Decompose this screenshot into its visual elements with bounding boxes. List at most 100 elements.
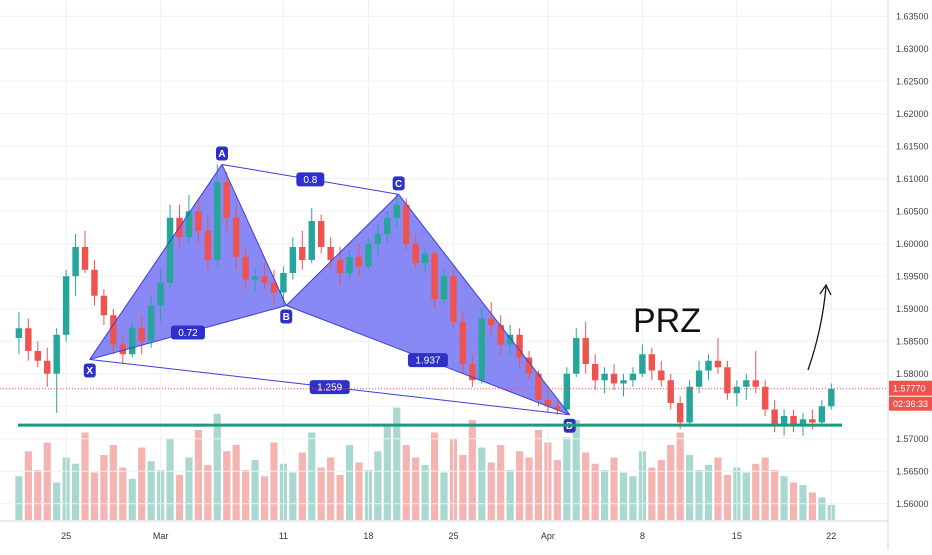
candle-body	[790, 416, 797, 426]
volume-bar	[128, 478, 136, 520]
candle-body	[686, 386, 693, 423]
candle-body	[478, 318, 485, 381]
price-tick-label: 1.62000	[896, 109, 929, 119]
point-label-box	[392, 176, 405, 191]
countdown-tag	[889, 396, 932, 411]
candle-body	[232, 217, 240, 257]
volume-bar	[619, 472, 628, 520]
volume-bar	[402, 445, 410, 520]
candle-body	[44, 360, 51, 374]
volume-bar	[185, 457, 193, 520]
volume-bar	[610, 457, 618, 520]
candle-body	[289, 247, 297, 273]
volume-bar	[525, 457, 533, 520]
volume-bar	[53, 482, 61, 520]
volume-bar	[591, 463, 599, 520]
volume-bar	[752, 463, 760, 520]
volume-bar	[270, 442, 278, 520]
point-label: A	[218, 149, 225, 160]
candle-body	[317, 221, 325, 247]
candle-body	[431, 253, 438, 299]
current-price-tag	[889, 380, 932, 396]
candle-body	[828, 388, 835, 407]
up-arrow-head	[819, 283, 832, 296]
candle-body	[459, 321, 467, 364]
candles	[15, 164, 835, 436]
volume-bar	[260, 476, 269, 520]
countdown-value: 02:36:33	[893, 399, 928, 409]
harmonic-pattern-lines: 0.8 0.72 1.937 1.259 X A B C D	[83, 146, 576, 433]
volume-bar	[336, 475, 344, 520]
volume-bar	[808, 492, 817, 520]
candle-body	[261, 276, 268, 283]
candle-body	[809, 419, 816, 423]
volume-bar	[468, 420, 476, 520]
candle-body	[629, 373, 637, 381]
price-tick-label: 1.60500	[896, 206, 929, 216]
volume-bar	[487, 462, 495, 520]
volume-bar	[15, 476, 23, 520]
candle-body	[81, 247, 89, 270]
candle-body	[119, 344, 127, 355]
volume-bar	[667, 445, 675, 520]
candle-body	[223, 182, 230, 218]
candle-body	[53, 334, 60, 374]
volume-bar	[601, 470, 609, 520]
date-tick-label: 15	[732, 531, 742, 541]
candle-body	[724, 367, 731, 394]
candle-body	[714, 360, 722, 368]
candle-body	[280, 273, 287, 293]
ratio-label: 0.72	[178, 328, 198, 339]
current-price-value: 1.57770	[893, 384, 926, 394]
candle-body	[440, 276, 448, 299]
candle-body	[610, 373, 618, 384]
date-tick-label: 25	[61, 531, 71, 541]
volume-bar	[440, 472, 448, 520]
price-tick-label: 1.56000	[896, 499, 929, 509]
point-label: C	[395, 179, 402, 190]
price-tick-label: 1.63000	[896, 44, 929, 54]
candle-body	[818, 406, 826, 423]
candle-body	[516, 334, 523, 358]
candle-body	[506, 334, 514, 345]
volume-bar	[430, 432, 439, 520]
volume-bar	[818, 497, 826, 520]
candle-body	[195, 211, 202, 231]
price-tick-label: 1.58000	[896, 369, 929, 379]
candle-body	[648, 354, 656, 371]
candle-body	[129, 328, 136, 355]
candle-body	[299, 247, 306, 260]
harmonic-pattern-fill	[89, 164, 570, 415]
volume-bar	[289, 472, 297, 520]
candle-body	[138, 328, 145, 342]
candle-body	[563, 373, 571, 410]
candle-body	[761, 386, 769, 410]
candle-body	[601, 373, 608, 381]
volume-bar	[780, 476, 788, 520]
point-label-box	[280, 309, 293, 324]
volume-bar	[789, 482, 798, 520]
candle-body	[91, 269, 98, 296]
candle-body	[544, 399, 552, 407]
date-tick-label: 8	[640, 531, 645, 541]
volume-bar	[393, 407, 401, 520]
candle-body	[497, 325, 504, 345]
volume-bar	[723, 475, 731, 520]
ratio-label: 1.937	[415, 356, 440, 367]
candle-body	[336, 260, 344, 273]
candle-body	[771, 409, 778, 426]
candle-body	[733, 386, 741, 394]
volume-bar	[497, 445, 505, 520]
candle-body	[242, 256, 249, 280]
candle-body	[705, 360, 712, 371]
candle-body	[204, 230, 212, 260]
candle-body	[365, 243, 372, 267]
candle-body	[72, 247, 79, 277]
pattern-triangle-bcd	[286, 194, 570, 415]
candle-body	[412, 243, 419, 264]
volume-bar	[676, 432, 684, 520]
candle-body	[667, 380, 674, 403]
